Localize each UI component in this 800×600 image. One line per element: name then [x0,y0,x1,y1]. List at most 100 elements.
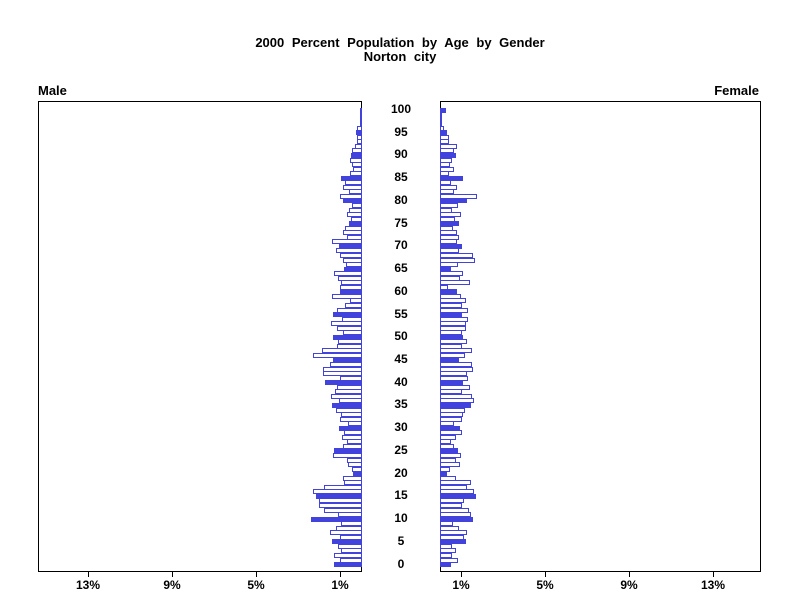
male-bar-age-82 [349,189,362,195]
male-bar-age-95 [356,130,362,136]
female-bar-age-8 [440,525,459,531]
male-bar-age-76 [351,216,362,222]
female-bar-age-2 [440,552,452,558]
female-bar-age-49 [440,339,467,345]
male-bar-age-38 [335,389,362,395]
female-bar-age-19 [440,475,456,481]
female-bar-age-51 [440,330,462,336]
age-tick-label-80: 80 [394,192,408,207]
male-bar-age-93 [357,139,362,145]
male-bar-age-39 [337,384,362,390]
female-bar-age-87 [440,166,454,172]
male-bar-age-6 [340,534,362,540]
male-bar-age-4 [338,543,362,549]
female-bar-age-88 [440,162,450,167]
female-bar-age-66 [440,262,458,267]
female-bar-age-43 [440,366,473,372]
female-bar-age-80 [440,198,467,204]
male-bar-age-5 [332,539,362,545]
male-bar-age-23 [347,457,362,463]
age-tick-label-40: 40 [394,374,408,389]
male-bar-age-46 [313,352,362,358]
male-bar-age-90 [351,152,362,158]
male-bar-age-86 [350,171,362,177]
female-bar-age-76 [440,216,455,222]
male-bar-age-13 [319,502,362,508]
male-bar-age-20 [353,471,362,477]
female-bar-age-98 [440,116,442,122]
female-bar-age-77 [440,212,461,217]
male-bar-age-16 [313,489,362,495]
female-bar-age-83 [440,184,457,190]
male-bar-age-98 [360,116,362,122]
female-bar-age-68 [440,252,473,258]
male-bar-age-29 [344,430,362,436]
female-bar-age-47 [440,348,472,354]
female-bar-age-82 [440,189,454,195]
female-bar-age-22 [440,462,460,467]
male-bar-age-7 [330,530,362,536]
female-bar-age-72 [440,234,459,240]
female-bar-age-92 [440,143,457,149]
age-tick-label-0: 0 [397,556,405,571]
male-bar-age-99 [360,112,362,117]
female-bar-age-10 [440,516,473,522]
female-bar-age-18 [440,480,471,486]
right-pct-tick-9 [629,571,630,577]
female-bar-age-36 [440,398,474,404]
female-bar-age-30 [440,425,460,431]
female-bar-age-97 [440,121,442,127]
male-bar-age-74 [345,225,362,231]
female-bar-age-59 [440,293,461,299]
female-bar-age-57 [440,302,462,308]
male-bar-age-59 [332,293,362,299]
female-bar-age-48 [440,343,462,349]
female-bar-age-26 [440,443,454,449]
male-bar-age-100 [360,107,362,113]
female-bar-age-32 [440,416,462,422]
female-bar-age-91 [440,148,454,154]
left-pct-tick-1 [340,571,341,577]
age-tick-label-55: 55 [394,306,408,321]
female-bar-age-60 [440,289,457,295]
male-bar-age-51 [343,330,362,336]
male-bar-age-28 [342,434,362,440]
male-bar-age-84 [345,180,362,186]
female-bar-age-56 [440,307,468,313]
female-bar-age-6 [440,534,464,540]
female-bar-age-17 [440,484,467,490]
female-bar-age-29 [440,430,462,436]
male-bar-age-30 [339,425,362,431]
female-bar-age-62 [440,280,470,286]
age-tick-label-30: 30 [394,420,408,435]
age-tick-label-10: 10 [394,511,408,525]
female-bar-age-16 [440,489,474,495]
male-bar-age-54 [342,316,362,322]
male-bar-age-9 [341,521,362,527]
male-bar-age-40 [325,380,362,386]
right-pct-tick-label-5: 5% [536,578,554,592]
male-bar-age-27 [347,439,362,445]
male-bar-age-66 [346,262,362,267]
right-pct-tick-5 [545,571,546,577]
male-bar-age-73 [343,230,362,236]
male-panel [38,101,362,572]
male-bar-age-57 [345,302,362,308]
female-bar-age-27 [440,439,451,445]
male-bar-age-36 [339,398,362,404]
male-bar-age-33 [341,412,362,417]
female-bar-age-63 [440,275,460,281]
male-bar-age-2 [334,552,362,558]
female-bar-age-4 [440,543,452,549]
right-pct-tick-label-13: 13% [700,578,726,592]
male-bar-age-62 [341,280,362,286]
female-bar-age-79 [440,202,458,208]
female-bar-age-3 [440,548,456,554]
male-bar-age-14 [319,498,362,504]
female-bar-age-11 [440,512,471,517]
male-bar-age-68 [340,252,362,258]
age-tick-label-50: 50 [394,329,408,344]
female-bar-age-90 [440,152,456,158]
male-bar-age-61 [340,284,362,290]
left-pct-tick-label-5: 5% [247,578,265,592]
